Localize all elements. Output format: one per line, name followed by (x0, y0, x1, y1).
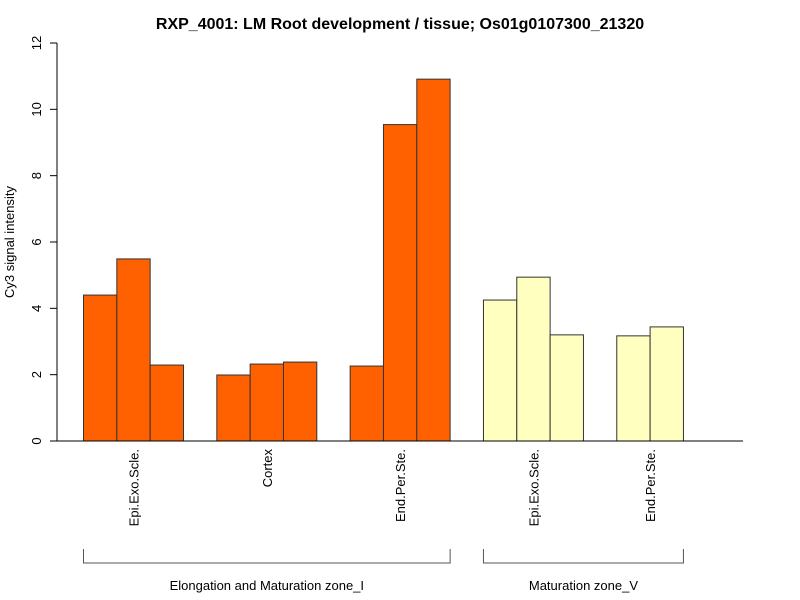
group-label: Elongation and Maturation zone_I (170, 578, 364, 593)
bar (249, 363, 284, 442)
y-tick-label: 12 (29, 36, 44, 50)
y-tick-label: 4 (29, 305, 44, 312)
y-axis-title: Cy3 signal intensity (2, 186, 17, 298)
category-label: Epi.Exo.Scle. (126, 449, 141, 526)
bar (549, 334, 584, 442)
group-label: Maturation zone_V (529, 578, 638, 593)
bar (216, 374, 251, 442)
category-label: End.Per.Ste. (393, 449, 408, 522)
group-bracket (482, 549, 684, 564)
bar (149, 364, 184, 442)
bar (116, 258, 151, 442)
bar (349, 365, 384, 442)
bar (649, 326, 684, 442)
y-tick-label: 10 (29, 102, 44, 116)
bar (416, 78, 451, 442)
chart-title: RXP_4001: LM Root development / tissue; … (156, 16, 644, 33)
category-labels: Epi.Exo.Scle. Cortex End.Per.Ste. Epi.Exo.S… (126, 449, 658, 527)
y-tick-label: 6 (29, 238, 44, 245)
bar (616, 335, 651, 442)
bar (482, 299, 518, 442)
bar (516, 276, 551, 442)
bars (83, 78, 684, 442)
y-tick-label: 8 (29, 172, 44, 179)
y-tick-label: 0 (29, 437, 44, 444)
group-brackets: Elongation and Maturation zone_I Maturati… (83, 549, 684, 593)
bar (83, 294, 118, 442)
category-label: End.Per.Ste. (643, 449, 658, 522)
category-label: Epi.Exo.Scle. (526, 449, 541, 526)
group-bracket (83, 549, 451, 564)
y-tick-label: 2 (29, 371, 44, 378)
y-axis: 0 2 4 6 8 10 12 (29, 36, 58, 445)
category-label: Cortex (260, 449, 275, 488)
bar (382, 124, 418, 442)
bar (282, 361, 318, 442)
